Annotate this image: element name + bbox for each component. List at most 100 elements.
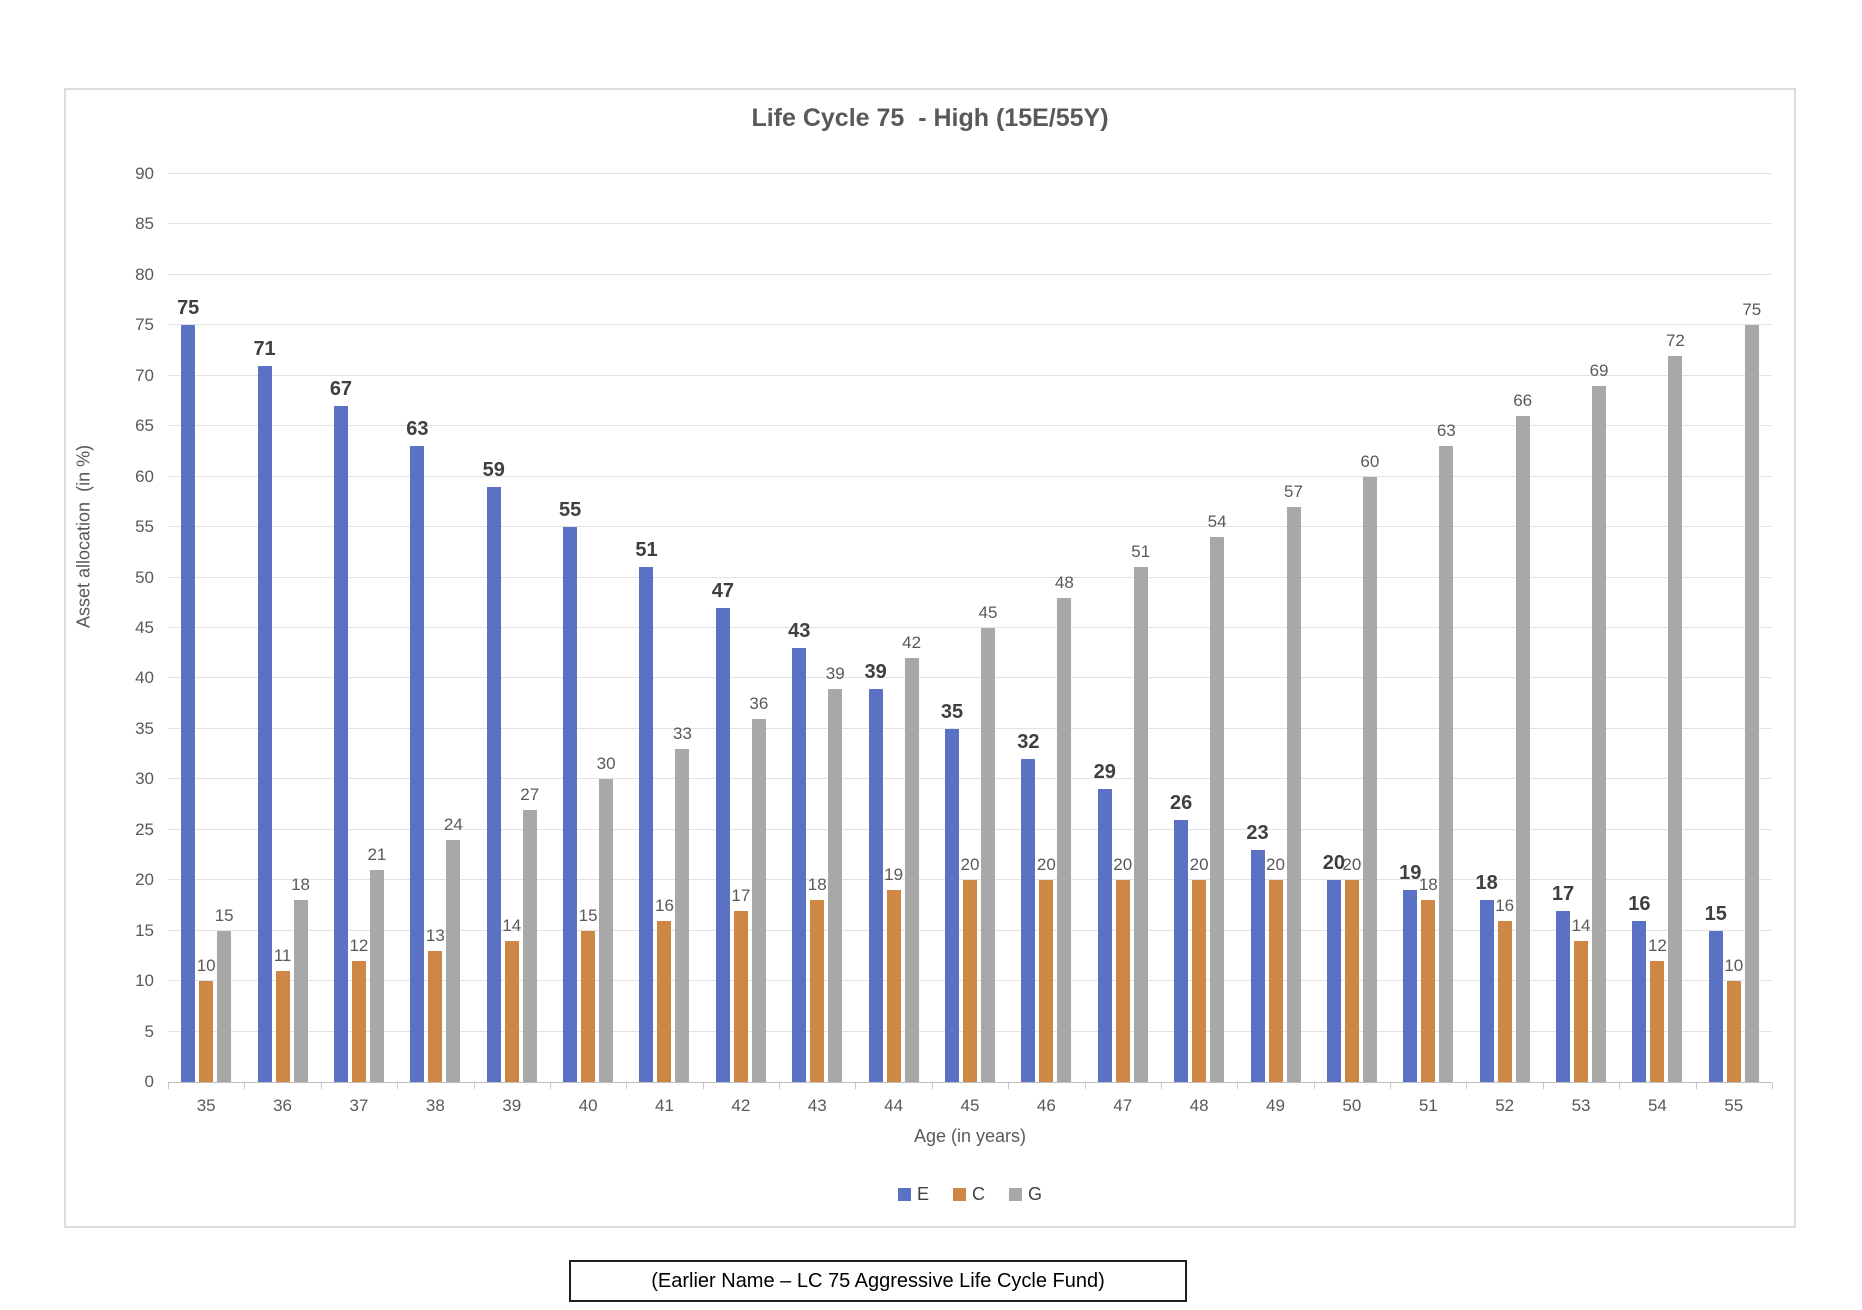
x-axis-tick [244,1083,246,1089]
value-label-E-52: 18 [1475,872,1498,895]
bar-E-49 [1250,849,1265,1082]
x-axis-tick [1237,1083,1239,1089]
y-axis-tick-label: 15 [135,920,154,940]
bar-G-37 [369,870,384,1082]
bar-G-52 [1515,416,1530,1082]
value-label-G-49: 57 [1284,481,1303,501]
value-label-E-41: 51 [635,539,658,562]
bar-G-49 [1286,506,1301,1082]
value-label-E-36: 71 [253,337,276,360]
x-axis-category-label: 54 [1647,1096,1667,1115]
value-label-E-35: 75 [177,297,200,320]
x-axis-category-label: 44 [884,1096,904,1115]
gridline [168,677,1772,679]
caption-text: (Earlier Name – LC 75 Aggressive Life Cy… [651,1269,1105,1292]
legend-item-C: C [953,1184,985,1205]
value-label-G-48: 54 [1207,512,1227,532]
value-label-G-39: 27 [520,784,540,804]
bar-G-38 [446,839,461,1082]
bar-group-55: 15 10 75 [1696,174,1772,1082]
y-axis-tick-label: 45 [135,618,154,637]
value-label-G-53: 69 [1589,360,1609,380]
x-axis-tick [1542,1083,1544,1089]
value-label-E-49: 23 [1246,821,1269,844]
value-label-C-50: 20 [1342,855,1362,875]
value-label-E-53: 17 [1551,882,1575,905]
bar-E-55 [1708,930,1723,1082]
legend-swatch-C [953,1188,966,1201]
x-axis-tick [1390,1083,1392,1089]
value-label-C-42: 17 [731,885,751,905]
gridline [168,475,1772,477]
value-label-G-51: 63 [1436,421,1456,441]
legend-item-G: G [1009,1184,1042,1205]
value-label-E-39: 59 [482,458,505,481]
value-label-G-40: 30 [596,754,616,774]
gridline [168,374,1772,376]
value-label-E-55: 15 [1704,902,1727,925]
value-label-G-43: 39 [825,663,845,683]
x-axis-category-label: 42 [731,1096,751,1115]
x-axis-category-label: 43 [807,1096,827,1115]
bar-group-42: 47 17 36 [703,174,779,1082]
bar-group-44: 39 19 42 [855,174,931,1082]
y-axis-tick-label: 50 [135,567,154,587]
legend-label-C: C [972,1184,985,1204]
x-axis-tick [397,1083,399,1089]
value-label-E-44: 39 [864,660,887,683]
bar-E-35 [181,325,196,1082]
x-axis-line [168,1082,1772,1083]
x-axis-category-label: 52 [1495,1096,1515,1115]
bar-G-36 [293,900,308,1082]
bar-G-35 [217,930,232,1082]
x-axis-category-label: 35 [196,1096,216,1115]
bar-C-54 [1650,960,1665,1082]
bar-G-55 [1744,325,1759,1082]
bar-E-43 [792,648,807,1082]
bar-E-36 [257,365,272,1082]
value-label-G-37: 21 [367,845,387,865]
y-axis-tick-label: 75 [135,315,154,335]
bar-E-44 [868,688,883,1082]
y-axis-tick-label: 30 [135,769,154,789]
bar-E-53 [1556,910,1571,1082]
x-axis-category-label: 46 [1036,1096,1056,1115]
bar-G-40 [599,779,614,1082]
y-axis-tick-label: 60 [135,466,154,486]
bar-group-53: 17 14 69 [1543,174,1619,1082]
value-label-G-54: 72 [1665,330,1685,350]
gridline [168,879,1772,881]
value-label-E-43: 43 [788,620,811,643]
bar-C-39 [504,940,519,1082]
bar-group-37: 67 12 21 [321,174,397,1082]
x-axis-category-label: 37 [349,1096,369,1115]
value-label-C-39: 14 [502,915,522,935]
x-axis-tick [1160,1083,1162,1089]
y-axis-tick-label: 40 [135,668,154,688]
x-axis-tick [626,1083,628,1089]
value-label-E-37: 67 [329,378,353,401]
bar-group-39: 59 14 27 [474,174,550,1082]
bar-G-43 [828,688,843,1082]
value-label-G-50: 60 [1360,451,1380,471]
bar-G-45 [980,628,995,1082]
bar-E-42 [715,607,730,1082]
value-label-C-53: 14 [1571,915,1591,935]
value-label-C-49: 20 [1266,855,1285,875]
bar-C-49 [1268,880,1283,1082]
value-label-G-38: 24 [443,814,463,834]
y-axis-tick-label: 10 [135,971,154,991]
value-label-C-41: 16 [655,895,674,915]
x-axis-category-label: 36 [273,1096,293,1115]
value-label-E-54: 16 [1628,892,1651,915]
value-label-C-52: 16 [1495,895,1515,915]
bar-E-51 [1403,890,1418,1082]
y-axis-tick-label: 55 [135,517,154,537]
x-axis-category-label: 39 [502,1096,522,1115]
x-axis-category-label: 45 [960,1096,980,1115]
bar-group-45: 35 20 45 [932,174,1008,1082]
bar-G-47 [1133,567,1148,1082]
chart-container: Life Cycle 75 - High (15E/55Y) Asset all… [64,88,1796,1228]
y-axis-tick-label: 65 [135,416,154,436]
bar-C-55 [1726,981,1741,1082]
